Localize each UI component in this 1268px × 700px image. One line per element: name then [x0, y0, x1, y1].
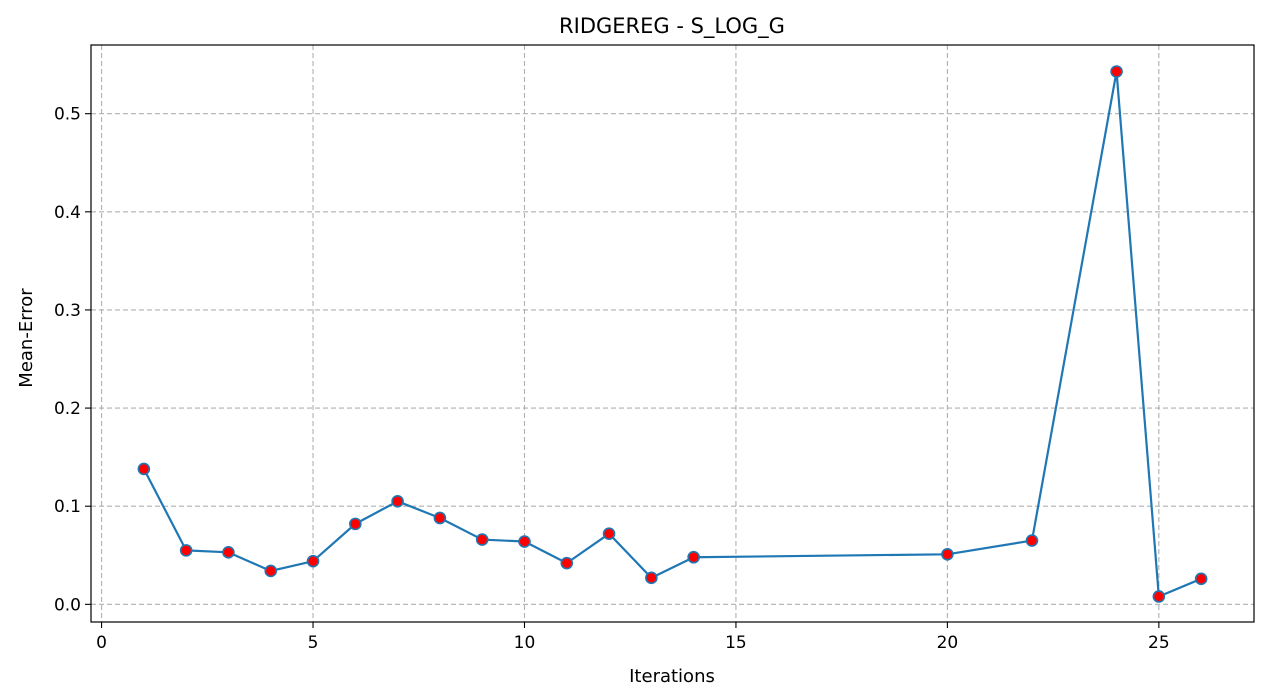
data-point: [264, 564, 278, 578]
data-point: [1152, 590, 1166, 603]
data-point: [475, 533, 489, 546]
y-axis-label: Mean-Error: [16, 288, 37, 388]
data-point: [645, 571, 658, 585]
y-tick-label: 0.2: [54, 399, 81, 419]
y-tick-label: 0.3: [54, 301, 81, 321]
data-point: [222, 546, 235, 559]
data-point: [137, 462, 151, 476]
data-point: [391, 495, 404, 508]
data-point: [602, 527, 616, 540]
x-axis-label: Iterations: [629, 666, 715, 687]
x-tick-label: 25: [1148, 633, 1170, 653]
data-point: [560, 556, 574, 570]
marker-layer: [137, 65, 1208, 603]
x-tick-label: 20: [937, 633, 959, 653]
y-tick-label: 0.5: [54, 105, 81, 125]
x-tick-label: 5: [308, 633, 319, 653]
plot-frame: [90, 44, 1255, 623]
x-tick-label: 15: [725, 633, 747, 653]
x-tick-label: 0: [96, 633, 107, 653]
series-line: [142, 70, 1202, 598]
data-point: [306, 554, 320, 568]
data-point: [1110, 65, 1123, 78]
tick-layer: 0 5 10 15 20 25 0.0 0.1 0.2 0.3 0.4 0.5: [54, 105, 1170, 653]
data-point: [518, 535, 531, 548]
y-tick-label: 0.0: [54, 595, 81, 615]
chart-title: RIDGEREG - S_LOG_G: [559, 14, 785, 39]
data-point: [433, 511, 447, 525]
y-tick-label: 0.1: [54, 497, 81, 517]
data-point: [687, 550, 700, 564]
series-layer: [142, 70, 1202, 598]
x-tick-label: 10: [514, 633, 536, 653]
data-point: [941, 547, 954, 561]
grid-layer: [91, 45, 1254, 622]
y-tick-label: 0.4: [54, 203, 81, 223]
data-point: [1194, 572, 1208, 586]
data-point: [1025, 534, 1039, 547]
data-point: [349, 517, 362, 531]
data-point: [179, 544, 193, 557]
